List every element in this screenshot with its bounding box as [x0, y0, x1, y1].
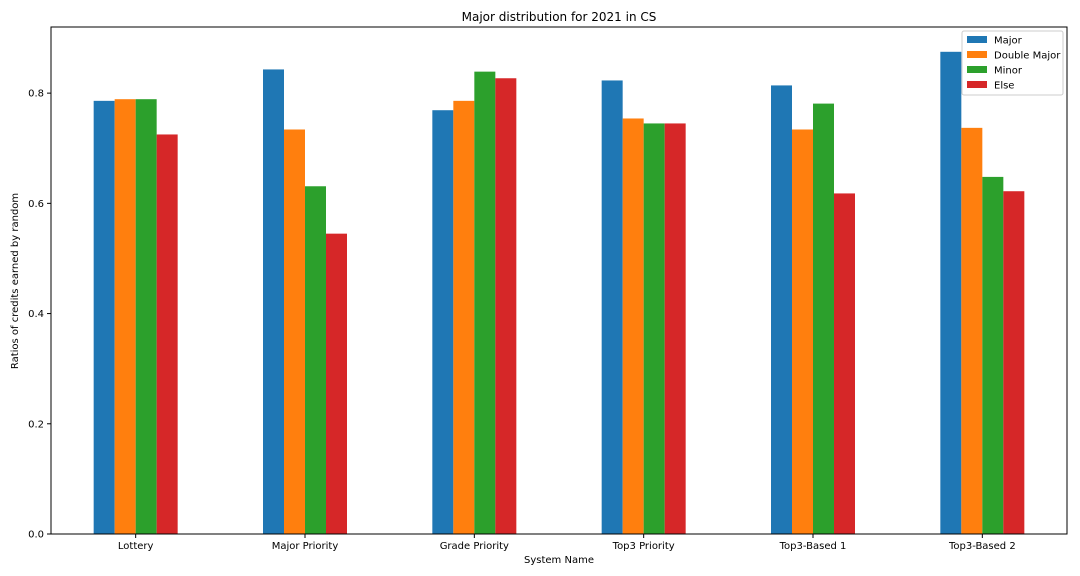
bar [813, 103, 834, 535]
bar [305, 186, 326, 534]
plot-area: 0.0 0.2 0.4 0.6 0.8 Lottery Major Priority Grad… [28, 26, 1068, 552]
chart-title: Major distribution for 2021 in CS [462, 10, 657, 24]
legend-label: Double Major [994, 51, 1061, 62]
x-tick-label: Lottery [118, 541, 154, 552]
y-tick-label: 0.2 [28, 419, 44, 430]
legend-label: Minor [994, 66, 1023, 77]
bar [834, 193, 855, 534]
y-tick-label: 0.0 [28, 530, 44, 541]
legend-swatch [967, 51, 987, 58]
y-axis-label: Ratios of credits earned by random [10, 193, 21, 369]
y-tick-label: 0.8 [28, 89, 44, 100]
x-tick-label: Top3 Priority [612, 541, 675, 552]
x-tick-label: Top3-Based 1 [779, 541, 847, 552]
bar [156, 134, 178, 534]
bar [792, 129, 813, 534]
bar [263, 69, 284, 535]
legend: Major Double Major Minor Else [961, 30, 1064, 96]
bar [771, 85, 792, 534]
bar [326, 233, 347, 535]
series-else [156, 78, 1025, 535]
legend-swatch [967, 36, 987, 43]
bar [940, 51, 962, 534]
bar [432, 110, 454, 535]
series-major [93, 51, 962, 535]
bar [93, 100, 115, 535]
x-axis-label: System Name [524, 555, 594, 566]
plot-frame [50, 26, 1068, 535]
legend-swatch [967, 66, 987, 73]
series-double-major [114, 99, 983, 535]
series-minor [135, 71, 1004, 535]
legend-swatch [967, 81, 987, 88]
bar [961, 127, 983, 535]
bar [1003, 191, 1025, 534]
bar [982, 176, 1004, 535]
x-tick-label: Grade Priority [440, 541, 509, 552]
y-tick-label: 0.4 [28, 309, 44, 320]
legend-label: Major [994, 36, 1023, 47]
bar [601, 80, 623, 534]
bar [453, 100, 475, 535]
bar [643, 123, 665, 534]
legend-label: Else [994, 81, 1014, 92]
x-tick-label: Major Priority [272, 541, 339, 552]
y-tick-label: 0.6 [28, 199, 44, 210]
bar [284, 129, 305, 534]
x-tick-label: Top3-Based 2 [948, 541, 1016, 552]
bar [664, 123, 686, 534]
bar [474, 71, 496, 534]
bar [135, 99, 157, 535]
legend-box [961, 30, 1064, 96]
bar [622, 118, 644, 534]
bar [495, 78, 517, 534]
bar [114, 99, 136, 535]
